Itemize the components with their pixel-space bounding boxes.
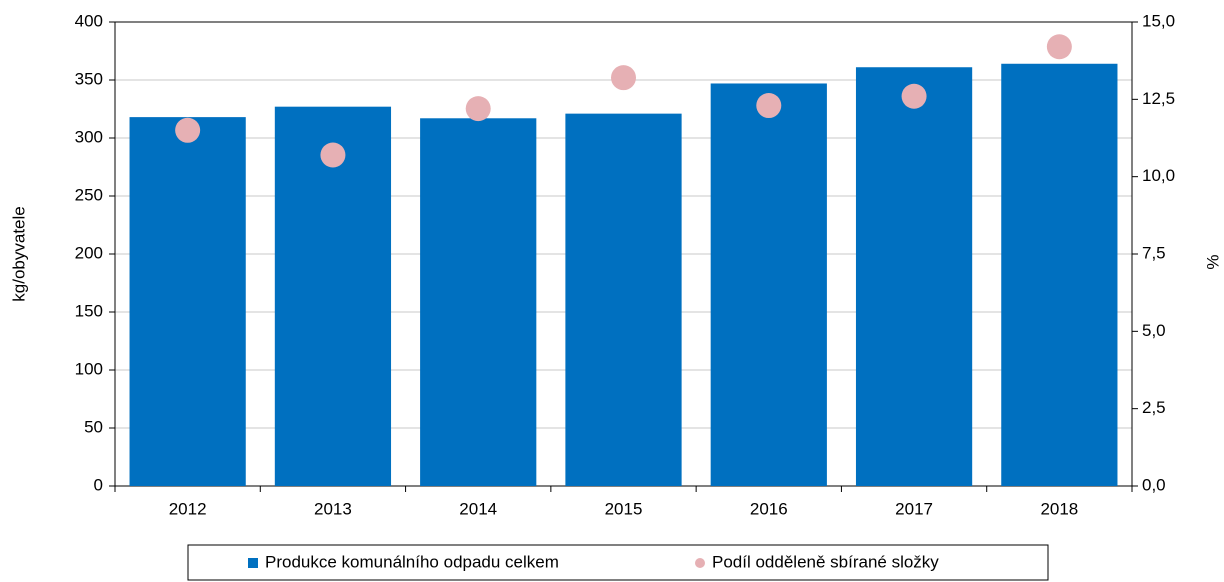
y-tick-label: 400 [75, 11, 103, 30]
bar [420, 118, 537, 486]
y-tick-label: 50 [84, 417, 103, 436]
y2-axis-label: % [1203, 254, 1222, 269]
legend-swatch [248, 558, 258, 568]
y2-tick-label: 12,5 [1142, 89, 1175, 108]
bar [855, 67, 973, 487]
x-tick-label: 2012 [169, 499, 207, 518]
legend-label: Produkce komunálního odpadu celkem [265, 552, 559, 571]
x-tick-label: 2018 [1040, 499, 1078, 518]
bar [274, 106, 392, 487]
y2-tick-label: 7,5 [1142, 243, 1166, 262]
y-tick-label: 0 [94, 475, 103, 494]
bar [565, 113, 682, 486]
y2-tick-label: 2,5 [1142, 398, 1166, 417]
dot [611, 65, 636, 91]
y2-tick-label: 5,0 [1142, 321, 1166, 340]
y2-tick-label: 10,0 [1142, 166, 1175, 185]
x-tick-label: 2016 [750, 499, 788, 518]
y2-tick-label: 0,0 [1142, 475, 1166, 494]
dot [320, 142, 346, 168]
x-tick-label: 2015 [605, 499, 643, 518]
bar [1001, 63, 1118, 486]
y2-tick-label: 15,0 [1142, 11, 1175, 30]
legend-swatch [695, 558, 705, 568]
x-tick-label: 2013 [314, 499, 352, 518]
x-tick-label: 2017 [895, 499, 933, 518]
y-axis-label: kg/obyvatele [9, 206, 28, 301]
dot [175, 117, 201, 143]
y-tick-label: 300 [75, 127, 103, 146]
x-tick-label: 2014 [459, 499, 497, 518]
y-tick-label: 250 [75, 185, 103, 204]
dot [901, 83, 927, 109]
dot [756, 93, 782, 119]
y-tick-label: 200 [75, 243, 103, 262]
bar [129, 117, 246, 487]
legend-label: Podíl odděleně sbírané složky [712, 552, 939, 571]
dot [1046, 34, 1072, 60]
bar [710, 83, 827, 486]
dot [465, 96, 491, 122]
legend-box [187, 544, 1049, 581]
y-tick-label: 150 [75, 301, 103, 320]
y-tick-label: 350 [75, 69, 103, 88]
y-tick-label: 100 [75, 359, 103, 378]
